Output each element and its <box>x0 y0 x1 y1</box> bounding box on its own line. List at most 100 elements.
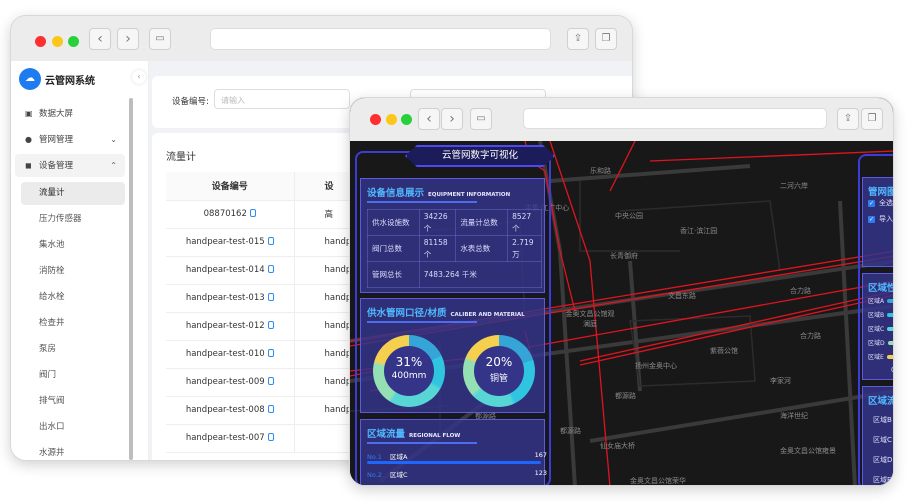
region-name: 区域C <box>868 326 885 333</box>
device-id-label: 设备编号: <box>172 97 209 107</box>
device-id: handpear-test-010 <box>185 349 265 359</box>
regional-flow-panel: 区域流量 REGIONAL FLOW No.1 区域A 167 No.2 区域C 123 <box>360 419 547 485</box>
app-logo: ☁ <box>19 68 41 90</box>
sidebar-subitem[interactable]: 出水口 <box>39 422 65 432</box>
region-name: 区域C <box>389 471 408 479</box>
stat-label: 阀门总数 <box>367 235 420 262</box>
close-window-button[interactable] <box>35 36 46 47</box>
equipment-info-panel: 设备信息展示 EQUIPMENT INFORMATION 供水设施数 34226 个… <box>360 178 545 293</box>
stat-value: 81158 个 <box>418 235 457 262</box>
sidebar-subitem[interactable]: 阀门 <box>39 370 57 380</box>
sidebar-subitem[interactable]: 给水栓 <box>39 292 65 302</box>
import-checkbox[interactable]: ✓ 导入 <box>868 214 893 224</box>
minimize-window-button[interactable] <box>386 114 397 125</box>
equipment-table: 供水设施数 34226 个流量计总数 8527 个 阀门总数 81158 个水表总数 2… <box>367 209 543 288</box>
close-window-button[interactable] <box>370 114 381 125</box>
stat-label: 供水设施数 <box>367 209 420 236</box>
forward-button[interactable]: › <box>117 28 139 50</box>
flow-region-label: 区域E <box>873 476 892 484</box>
visualization-browser-window: ‹ › ▭ ⇪ ❐ 乐和路 中集·江广中心 中央公园 香江·滨江园 长青御府 文昌东路 合力… <box>349 97 894 486</box>
map-label: 长青御府 <box>610 252 638 260</box>
checkbox-label: 导入 <box>879 215 893 223</box>
back-button[interactable]: ‹ <box>89 28 111 50</box>
sidebar-item-device-management[interactable]: ◼ 设备管理 ⌃ <box>15 154 125 177</box>
map-label: 金奥文昌公馆观澜庭 <box>565 310 615 328</box>
legend-swatch <box>887 327 893 331</box>
checkbox-icon: ✓ <box>868 200 875 207</box>
checkbox-label: 全选 <box>879 199 893 207</box>
stat-label: 管网总长 <box>367 261 420 288</box>
map-label: 中央公园 <box>615 212 643 220</box>
sidebar-subitem[interactable]: 泵房 <box>39 344 57 354</box>
copy-icon[interactable] <box>267 293 274 301</box>
copy-icon[interactable] <box>267 349 274 357</box>
sidebar-subitem[interactable]: 水源井 <box>39 448 65 458</box>
title-text: 供水管网口径/材质 <box>367 308 447 319</box>
address-bar[interactable] <box>210 28 551 50</box>
device-id: handpear-test-009 <box>185 377 265 387</box>
stat-value: 8527 个 <box>507 209 542 236</box>
sidebar-item-pipe-management[interactable]: ● 管网管理 ⌄ <box>15 128 125 151</box>
sidebar-subitem[interactable]: 检查井 <box>39 318 65 328</box>
share-icon[interactable]: ⇪ <box>837 108 859 130</box>
browser-toolbar: ‹ › ▭ ⇪ ❐ <box>11 16 632 61</box>
map-label: 中集·江广中心 <box>525 204 570 212</box>
zero-value: 0 <box>891 366 893 374</box>
maximize-window-button[interactable] <box>401 114 412 125</box>
forward-button[interactable]: › <box>441 108 463 130</box>
sidebar-subitem[interactable]: 排气阀 <box>39 396 65 406</box>
device-icon: ◼ <box>25 161 32 170</box>
sidebar-subitem[interactable]: 消防栓 <box>39 266 65 276</box>
address-bar[interactable] <box>523 108 827 129</box>
back-button[interactable]: ‹ <box>418 108 440 130</box>
panel-title: 管网图 <box>868 187 893 198</box>
donut-percent: 31% <box>395 355 423 369</box>
title-underline <box>367 442 477 444</box>
title-text: 设备信息展示 <box>367 188 425 199</box>
collapse-sidebar-button[interactable]: ‹ <box>132 70 146 84</box>
legend-swatch <box>887 341 893 345</box>
device-id-cell: handpear-test-014 <box>166 256 295 285</box>
region-legend-item[interactable]: 区域E <box>868 352 893 361</box>
copy-icon[interactable] <box>267 405 274 413</box>
legend-swatch <box>887 313 893 317</box>
minimize-window-button[interactable] <box>52 36 63 47</box>
region-legend-item[interactable]: 区域A <box>868 296 893 305</box>
copy-icon[interactable] <box>267 377 274 385</box>
sidebar-subitem[interactable]: 压力传感器 <box>39 214 82 224</box>
sidebar-scrollbar[interactable] <box>129 98 133 460</box>
sidebar-toggle-icon[interactable]: ▭ <box>149 28 171 50</box>
stat-value: 7483.264 千米 <box>418 261 543 288</box>
map-label: 海洋世纪 <box>780 412 808 420</box>
checkbox-icon: ✓ <box>868 216 875 223</box>
donut-label: 400mm <box>391 371 427 381</box>
select-all-checkbox[interactable]: ✓ 全选 <box>868 198 893 208</box>
copy-icon[interactable] <box>249 209 256 217</box>
sidebar-item-dashboard[interactable]: ▣ 数据大屏 <box>15 102 125 125</box>
copy-icon[interactable] <box>267 321 274 329</box>
subtitle-text: REGIONAL FLOW <box>409 433 461 439</box>
maximize-window-button[interactable] <box>68 36 79 47</box>
tabs-icon[interactable]: ❐ <box>861 108 883 130</box>
region-name: 区域A <box>868 298 885 305</box>
copy-icon[interactable] <box>267 433 274 441</box>
caliber-donut: 31% 400mm <box>373 335 445 407</box>
region-legend-item[interactable]: 区域D <box>868 338 893 347</box>
device-id-cell: handpear-test-008 <box>166 396 295 425</box>
map-label: 金奥文昌公馆雍景 <box>780 447 836 455</box>
flow-region-label: 区域D <box>873 456 893 464</box>
sidebar-subitem[interactable]: 集水池 <box>39 240 65 250</box>
copy-icon[interactable] <box>267 265 274 273</box>
map-label: 紫薇公馆 <box>710 347 738 355</box>
copy-icon[interactable] <box>267 237 274 245</box>
tabs-icon[interactable]: ❐ <box>595 28 617 50</box>
pipe-icon: ● <box>25 135 32 144</box>
panel-title: 供水管网口径/材质 CALIBER AND MATERIAL <box>367 305 525 319</box>
sidebar-toggle-icon[interactable]: ▭ <box>470 108 492 130</box>
sidebar-subitem[interactable]: 流量计 <box>21 182 125 205</box>
map-label: 合力路 <box>800 332 821 340</box>
device-id-input[interactable]: 请输入 <box>214 89 350 109</box>
share-icon[interactable]: ⇪ <box>567 28 589 50</box>
region-legend-item[interactable]: 区域B <box>868 310 893 319</box>
region-legend-item[interactable]: 区域C <box>868 324 893 333</box>
